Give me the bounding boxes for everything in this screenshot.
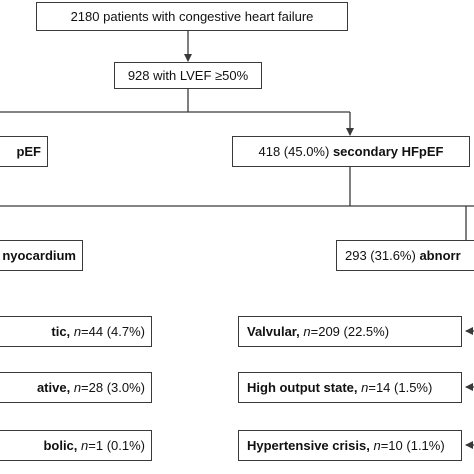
right-row2-value: =14 (1.5%) bbox=[368, 380, 433, 395]
myocardium-text: nyocardium bbox=[2, 248, 76, 263]
left-row3-label: bolic, bbox=[43, 438, 78, 453]
right-row3-label: Hypertensive crisis, bbox=[247, 438, 370, 453]
right-row1-box: Valvular, n =209 (22.5%) bbox=[238, 316, 462, 347]
left-row3-value: =1 (0.1%) bbox=[88, 438, 145, 453]
total-patients-box: 2180 patients with congestive heart fail… bbox=[36, 2, 348, 31]
left-row2-box: ative, n =28 (3.0%) bbox=[0, 372, 152, 403]
right-row2-box: High output state, n =14 (1.5%) bbox=[238, 372, 462, 403]
secondary-label: secondary HFpEF bbox=[332, 144, 444, 159]
abnormal-label: abnorr bbox=[419, 248, 461, 263]
left-row1-value: =44 (4.7%) bbox=[81, 324, 145, 339]
right-row1-label: Valvular, bbox=[247, 324, 300, 339]
lvef-box: 928 with LVEF ≥50% bbox=[114, 62, 262, 89]
secondary-count: 418 (45.0%) bbox=[258, 144, 330, 159]
total-patients-text: 2180 patients with congestive heart fail… bbox=[70, 9, 314, 24]
lvef-text: 928 with LVEF ≥50% bbox=[127, 68, 249, 83]
left-row1-label: tic, bbox=[51, 324, 71, 339]
myocardium-box: nyocardium bbox=[0, 240, 83, 271]
left-row1-n: n bbox=[73, 324, 82, 339]
abnormal-count: 293 (31.6%) bbox=[345, 248, 416, 263]
right-row3-box: Hypertensive crisis, n =10 (1.1%) bbox=[238, 430, 462, 461]
primary-hfpef-box: pEF bbox=[0, 136, 48, 167]
abnormal-box: 293 (31.6%) abnorr bbox=[336, 240, 474, 271]
left-row2-n: n bbox=[73, 380, 82, 395]
right-row2-label: High output state, bbox=[247, 380, 358, 395]
right-row2-n: n bbox=[361, 380, 369, 395]
left-row1-box: tic, n =44 (4.7%) bbox=[0, 316, 152, 347]
left-row3-n: n bbox=[81, 438, 89, 453]
secondary-hfpef-box: 418 (45.0%) secondary HFpEF bbox=[232, 136, 470, 167]
right-row1-value: =209 (22.5%) bbox=[310, 324, 390, 339]
left-row3-box: bolic, n =1 (0.1%) bbox=[0, 430, 152, 461]
right-row3-value: =10 (1.1%) bbox=[380, 438, 445, 453]
right-row1-n: n bbox=[303, 324, 311, 339]
left-row2-value: =28 (3.0%) bbox=[81, 380, 145, 395]
primary-hfpef-text: pEF bbox=[16, 144, 41, 159]
left-row2-label: ative, bbox=[36, 380, 71, 395]
right-row3-n: n bbox=[373, 438, 381, 453]
